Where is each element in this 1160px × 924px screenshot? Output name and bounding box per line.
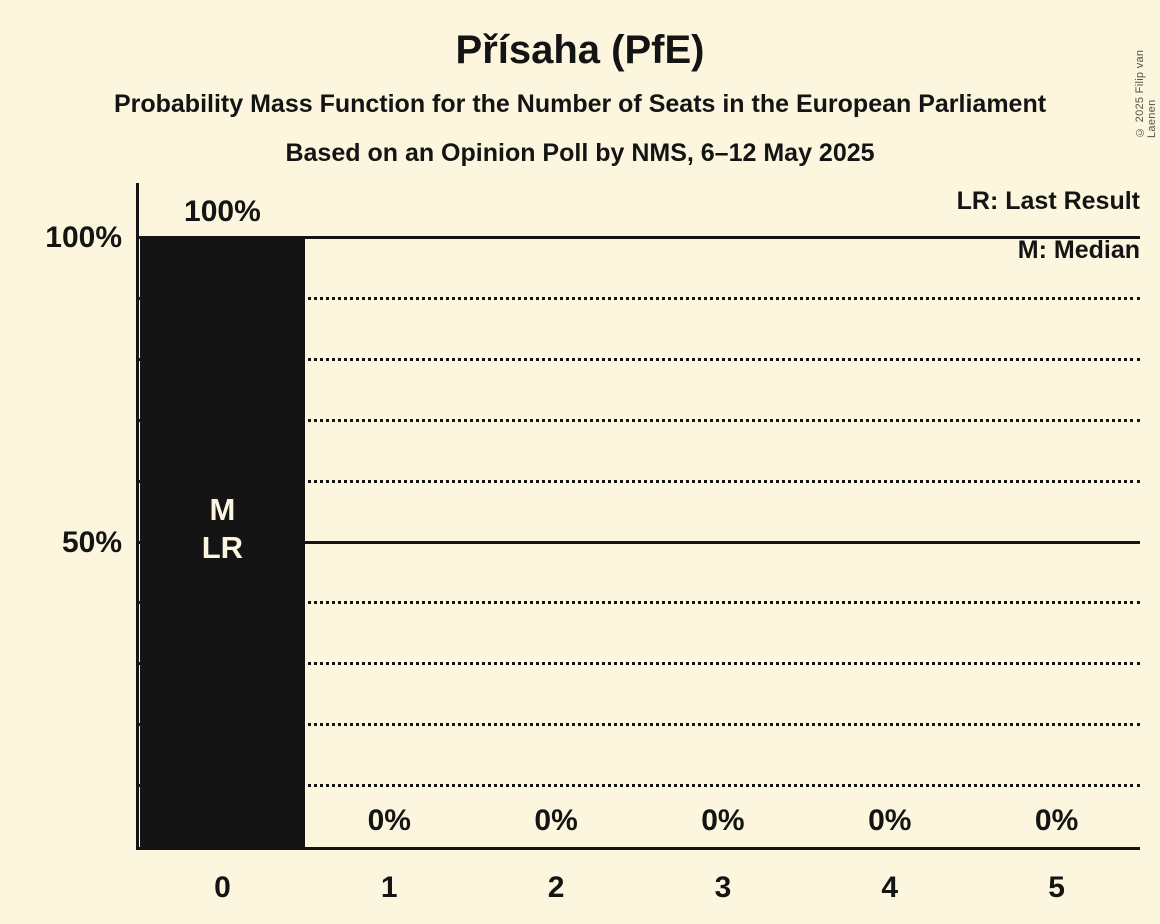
- bar-annotation-median-lastresult: M LR: [201, 491, 244, 565]
- y-axis-label-50: 50%: [61, 525, 122, 559]
- gridline-90: [139, 296, 1140, 300]
- bar-value-label-5: 0%: [1034, 804, 1079, 837]
- gridline-20: [139, 723, 1140, 727]
- gridline-10: [139, 784, 1140, 788]
- gridline-60: [139, 479, 1140, 483]
- chart-poll-source: Based on an Opinion Poll by NMS, 6–12 Ma…: [285, 139, 875, 167]
- x-axis-label-3: 3: [714, 871, 732, 904]
- gridline-80: [139, 357, 1140, 361]
- y-axis-line: [136, 183, 139, 850]
- gridline-30: [139, 662, 1140, 666]
- bar-value-label-4: 0%: [868, 804, 912, 837]
- legend-last-result: LR: Last Result: [956, 187, 1140, 215]
- gridline-50: [139, 540, 1140, 544]
- copyright-notice: © 2025 Filip van Laenen: [1134, 49, 1158, 138]
- x-axis-label-5: 5: [1048, 871, 1065, 904]
- chart-subtitle: Probability Mass Function for the Number…: [113, 90, 1047, 118]
- bar-value-label-3: 0%: [701, 804, 745, 837]
- gridline-70: [139, 418, 1140, 422]
- x-axis-line: [136, 847, 1140, 850]
- bar-value-label-0: 100%: [184, 195, 261, 228]
- bar-value-label-1: 0%: [367, 804, 411, 837]
- y-axis-label-100: 100%: [45, 221, 122, 254]
- x-axis-label-4: 4: [881, 871, 899, 904]
- legend-median: M: Median: [1017, 236, 1140, 264]
- gridline-100: [139, 236, 1140, 239]
- x-axis-label-1: 1: [380, 871, 398, 904]
- chart-title: Přísaha (PfE): [455, 28, 705, 72]
- bar-value-label-2: 0%: [534, 804, 578, 837]
- bar-seats-0: [140, 238, 305, 847]
- x-axis-label-2: 2: [547, 871, 565, 904]
- gridline-40: [139, 601, 1140, 605]
- plot-area: [139, 236, 1140, 847]
- x-axis-label-0: 0: [214, 871, 231, 904]
